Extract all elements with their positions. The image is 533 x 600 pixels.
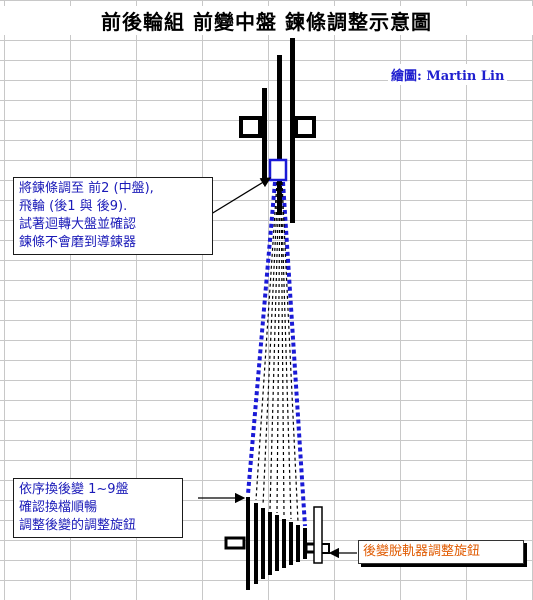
crank-arm-left bbox=[239, 116, 262, 138]
rear-shift-instruction: 依序換後變 1~9盤 確認換檔順暢 調整後變的調整旋鈕 bbox=[13, 478, 183, 538]
chain-path-4 bbox=[276, 181, 281, 514]
front-chainrings bbox=[262, 38, 295, 223]
instruction-line: 將鍊條調至 前2 (中盤), bbox=[19, 181, 154, 196]
rear-cog-5 bbox=[275, 515, 279, 571]
rear-axle-left bbox=[224, 536, 246, 550]
chain-path-6 bbox=[280, 181, 292, 520]
instruction-line: 飛輪 (後1 與 後9). bbox=[19, 199, 128, 214]
rear-cog-7 bbox=[289, 522, 293, 565]
chainring-middle bbox=[277, 55, 282, 215]
rear-cog-2 bbox=[254, 503, 258, 584]
front-chain-instruction: 將鍊條調至 前2 (中盤), 飛輪 (後1 與 後9). 試著迴轉大盤並確認 鍊… bbox=[13, 177, 213, 255]
chain-lines bbox=[246, 181, 307, 527]
instruction-line: 依序換後變 1~9盤 bbox=[19, 482, 129, 497]
rear-cog-8 bbox=[296, 525, 300, 562]
instruction-line: 調整後變的調整旋鈕 bbox=[19, 518, 137, 533]
chain-path-2 bbox=[262, 181, 279, 506]
chain-path-1 bbox=[255, 181, 278, 501]
chain-path-5 bbox=[280, 181, 285, 517]
chain-path-7 bbox=[281, 181, 299, 523]
rear-derailleur-knob bbox=[313, 506, 323, 564]
chain-outer-right bbox=[281, 181, 307, 527]
rear-cog-3 bbox=[261, 508, 265, 579]
instruction-line: 確認換檔順暢 bbox=[19, 500, 98, 515]
rear-cog-1 bbox=[246, 497, 250, 590]
author-credit: 繪圖: Martin Lin bbox=[388, 64, 508, 85]
diagram-title: 前後輪組 前變中盤 鍊條調整示意圖 bbox=[0, 6, 533, 35]
instruction-line: 試著迴轉大盤並確認 bbox=[19, 217, 137, 232]
chain-outer-left bbox=[246, 181, 277, 495]
chainring-small bbox=[262, 88, 267, 178]
instruction-line: 鍊條不會磨到導鍊器 bbox=[19, 235, 137, 250]
rear-knob-label: 後變脫軌器調整旋鈕 bbox=[358, 540, 524, 564]
rear-cassette bbox=[246, 497, 307, 590]
front-derailleur bbox=[268, 158, 288, 182]
crank-arm-right bbox=[294, 116, 316, 138]
rear-cog-6 bbox=[282, 519, 286, 568]
chain-path-3 bbox=[269, 181, 280, 510]
chainring-large bbox=[290, 38, 295, 223]
rear-cog-4 bbox=[268, 512, 272, 575]
